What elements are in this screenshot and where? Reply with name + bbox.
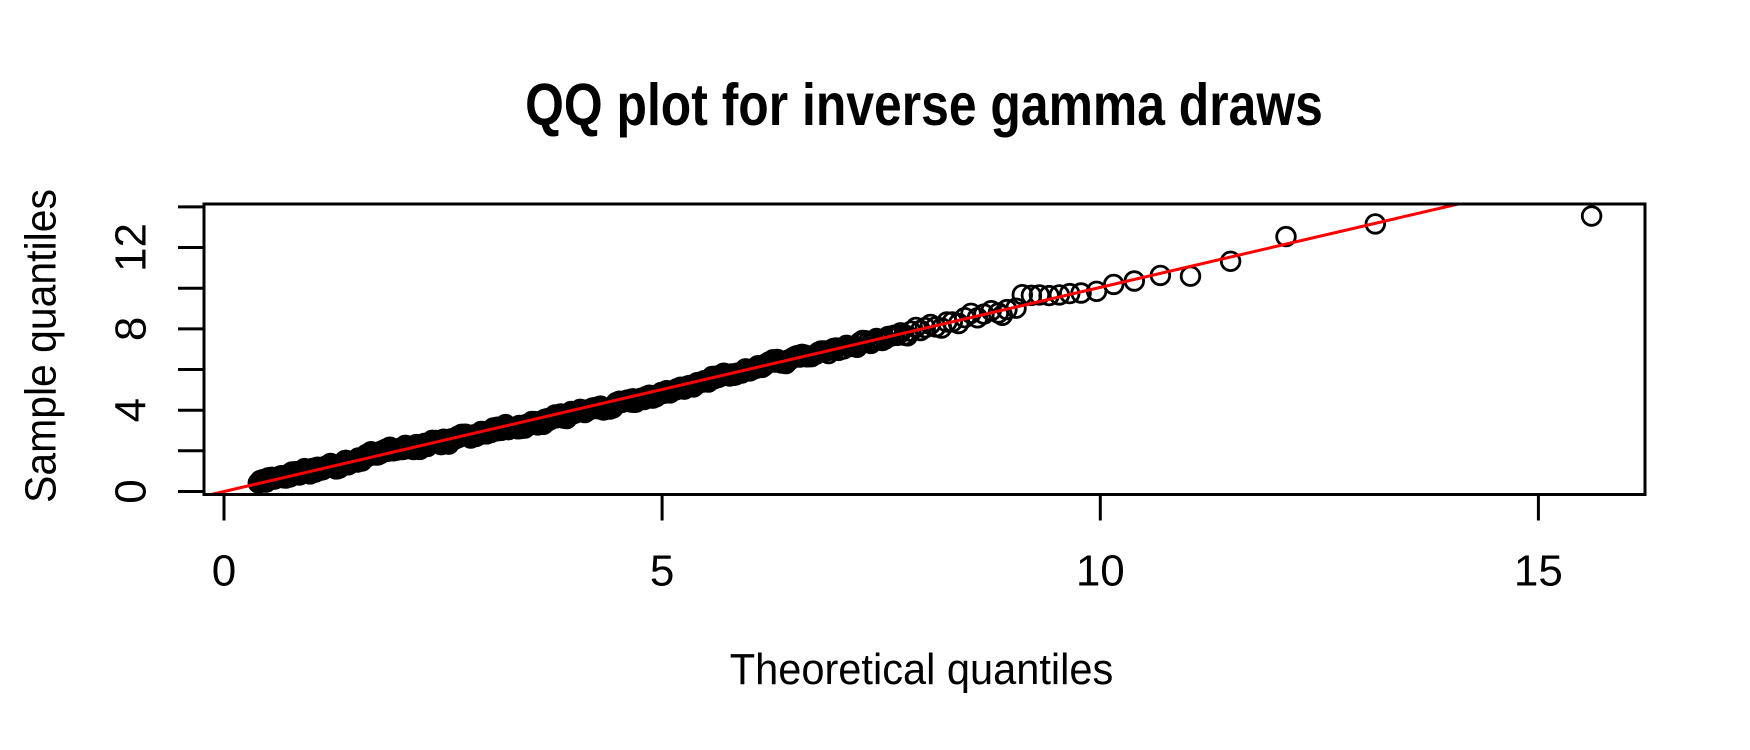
svg-text:5: 5 [650, 547, 674, 596]
svg-text:8: 8 [106, 317, 155, 341]
svg-text:0: 0 [212, 547, 236, 596]
svg-text:Sample quantiles: Sample quantiles [17, 189, 66, 503]
svg-text:12: 12 [106, 223, 155, 272]
svg-text:4: 4 [106, 398, 155, 422]
svg-text:QQ plot for inverse gamma draw: QQ plot for inverse gamma draws [525, 72, 1323, 138]
svg-text:0: 0 [106, 479, 155, 503]
svg-text:10: 10 [1076, 547, 1125, 596]
svg-text:Theoretical quantiles: Theoretical quantiles [730, 645, 1114, 694]
svg-text:15: 15 [1514, 547, 1563, 596]
